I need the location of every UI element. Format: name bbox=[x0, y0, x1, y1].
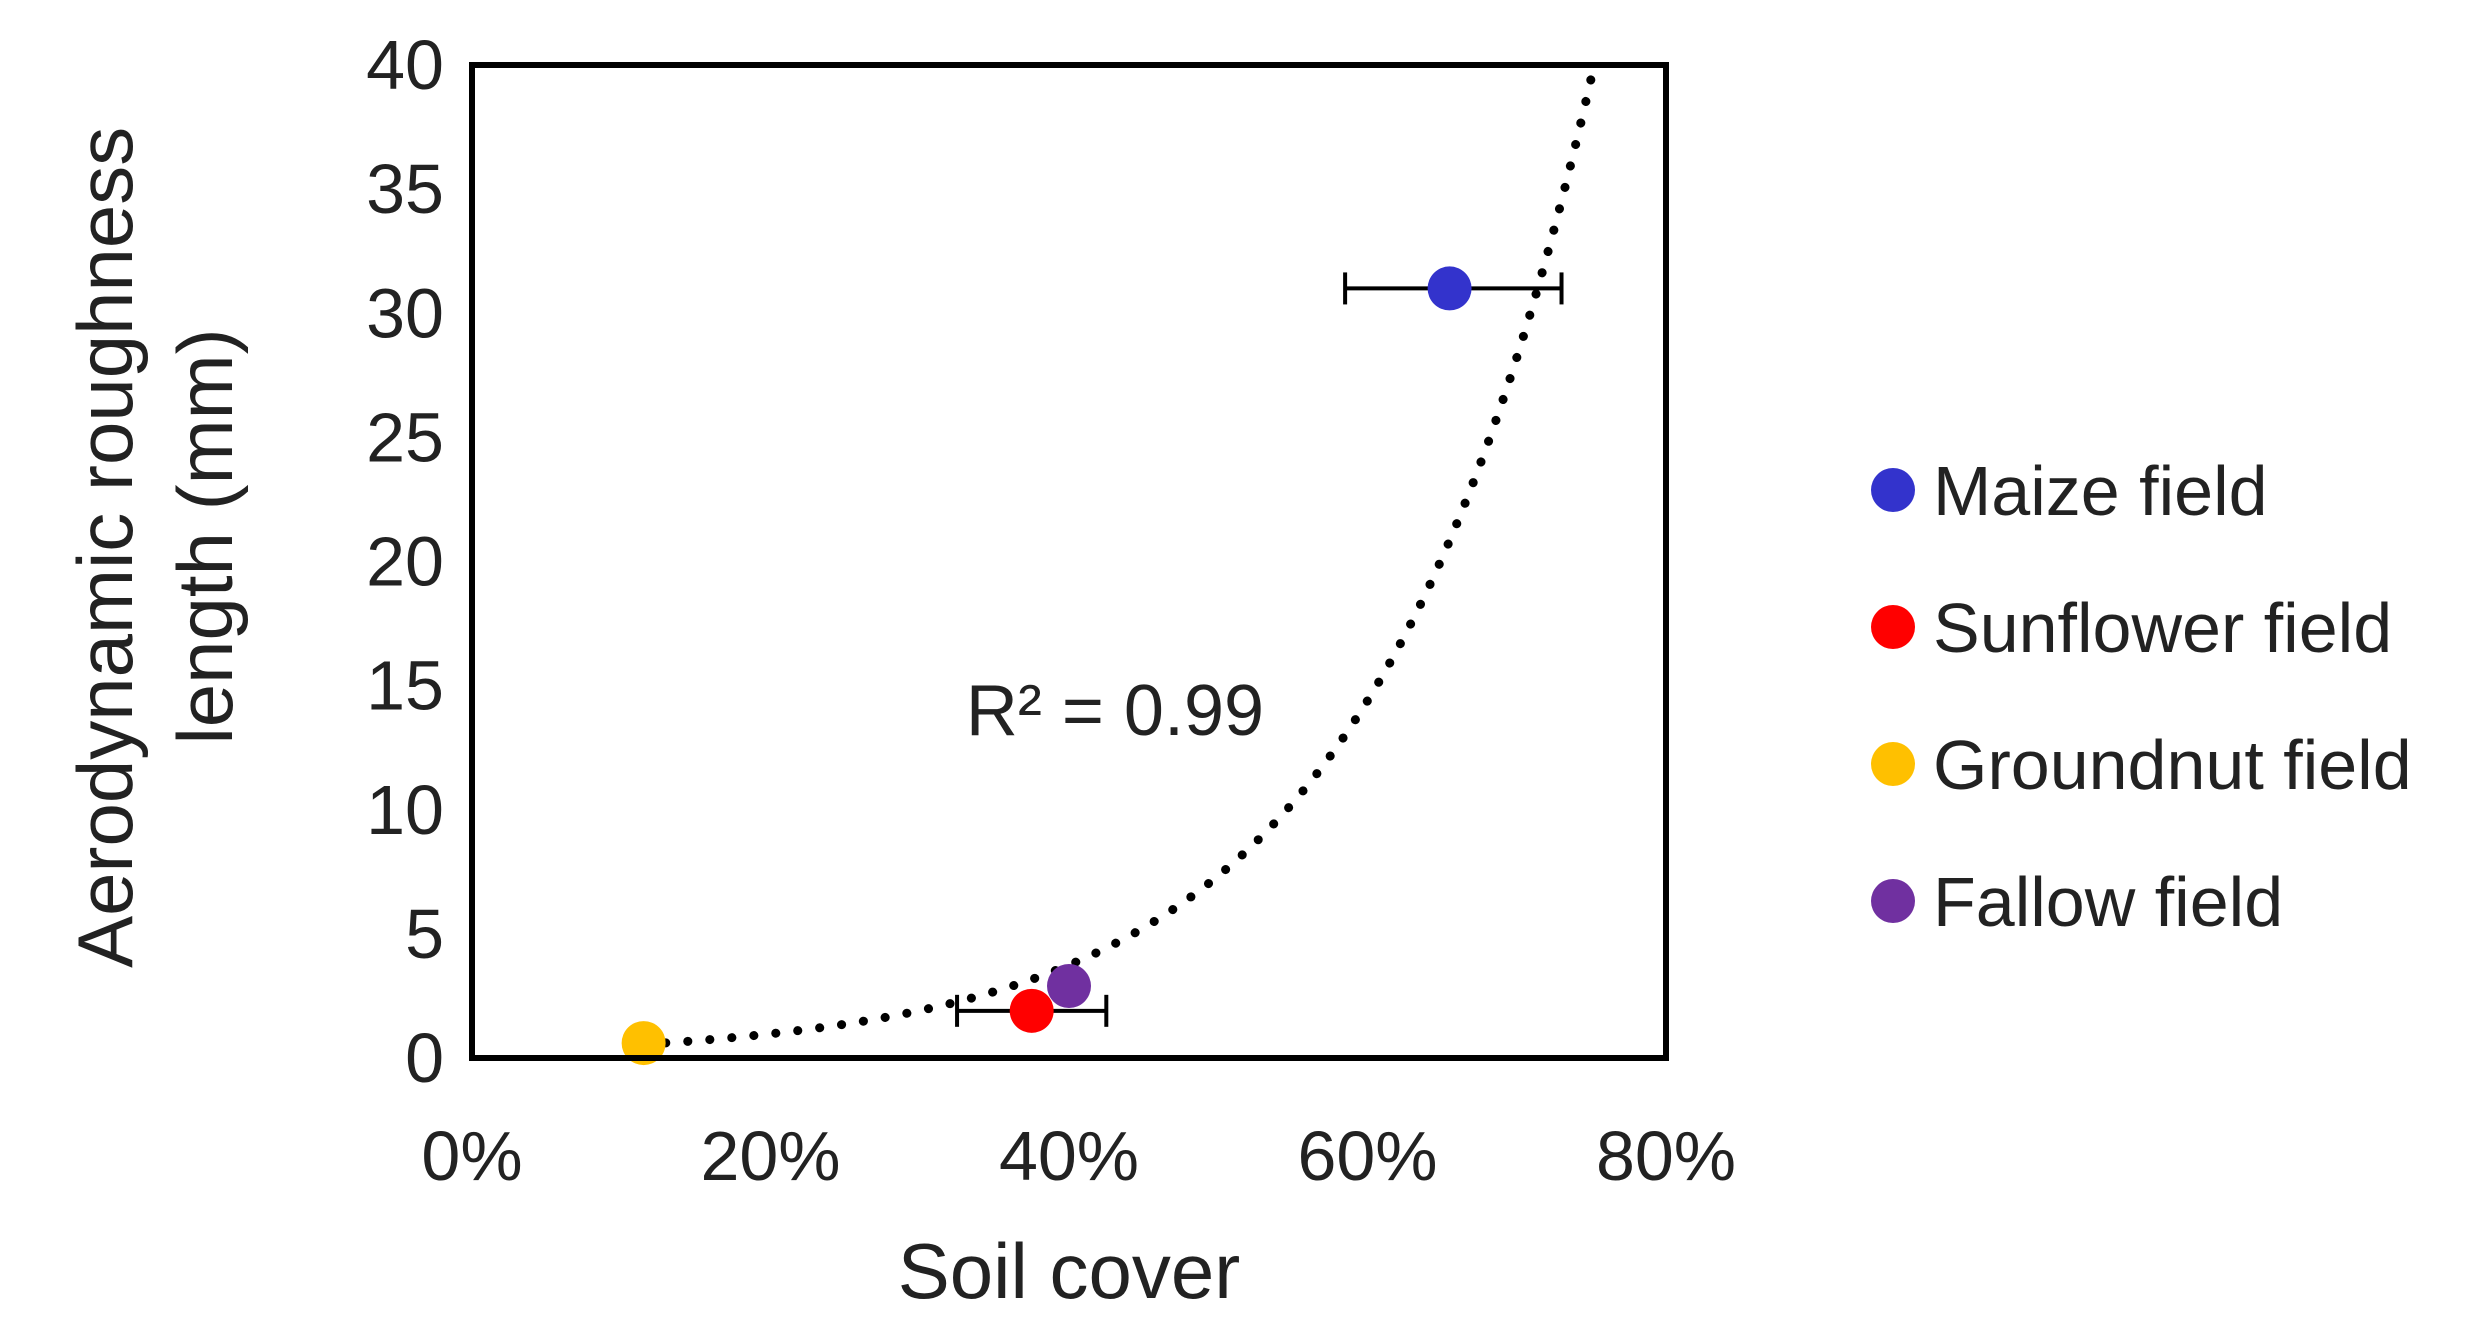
y-tick-label: 20 bbox=[366, 523, 444, 601]
x-tick-label: 20% bbox=[700, 1117, 840, 1195]
x-tick-label: 40% bbox=[999, 1117, 1139, 1195]
x-tick-label: 60% bbox=[1297, 1117, 1437, 1195]
legend-marker bbox=[1871, 879, 1915, 923]
trendline bbox=[639, 72, 1596, 1049]
r-squared-annotation: R² = 0.99 bbox=[966, 671, 1264, 751]
plot-area-frame bbox=[469, 62, 1669, 1061]
y-tick-label: 5 bbox=[405, 895, 444, 973]
y-tick-label: 10 bbox=[366, 771, 444, 849]
y-tick-label: 25 bbox=[366, 398, 444, 476]
legend-label: Fallow field bbox=[1933, 863, 2283, 941]
x-axis-title: Soil cover bbox=[898, 1227, 1240, 1315]
legend-marker bbox=[1871, 742, 1915, 786]
legend-label: Sunflower field bbox=[1933, 589, 2392, 667]
legend-label: Groundnut field bbox=[1933, 726, 2412, 804]
data-point bbox=[1047, 964, 1091, 1009]
y-axis-title-line-2: length (mm) bbox=[161, 328, 249, 744]
y-axis-ticks: 0 5 10 15 20 25 30 35 40 bbox=[366, 26, 444, 1097]
y-axis-title: Aerodynamic roughness length (mm) bbox=[61, 105, 249, 968]
legend-label: Maize field bbox=[1933, 452, 2268, 530]
legend: Maize field Sunflower field Groundnut fiel… bbox=[1871, 452, 2412, 941]
data-point bbox=[1427, 266, 1472, 311]
x-tick-label: 0% bbox=[421, 1117, 522, 1195]
y-tick-label: 15 bbox=[366, 647, 444, 725]
x-tick-label: 80% bbox=[1596, 1117, 1736, 1195]
y-tick-label: 0 bbox=[405, 1019, 444, 1097]
x-axis-ticks: 0% 20% 40% 60% 80% bbox=[421, 1117, 1736, 1195]
legend-marker bbox=[1871, 605, 1915, 649]
data-point bbox=[621, 1021, 666, 1066]
y-axis-title-line-1: Aerodynamic roughness bbox=[61, 127, 149, 968]
data-point-group bbox=[621, 266, 1472, 1066]
trendline-group bbox=[639, 72, 1596, 1049]
legend-marker bbox=[1871, 468, 1915, 512]
data-point bbox=[1009, 988, 1054, 1033]
error-bar-group bbox=[955, 272, 1564, 1027]
y-tick-label: 35 bbox=[366, 150, 444, 228]
y-tick-label: 40 bbox=[366, 26, 444, 104]
y-tick-label: 30 bbox=[366, 274, 444, 352]
